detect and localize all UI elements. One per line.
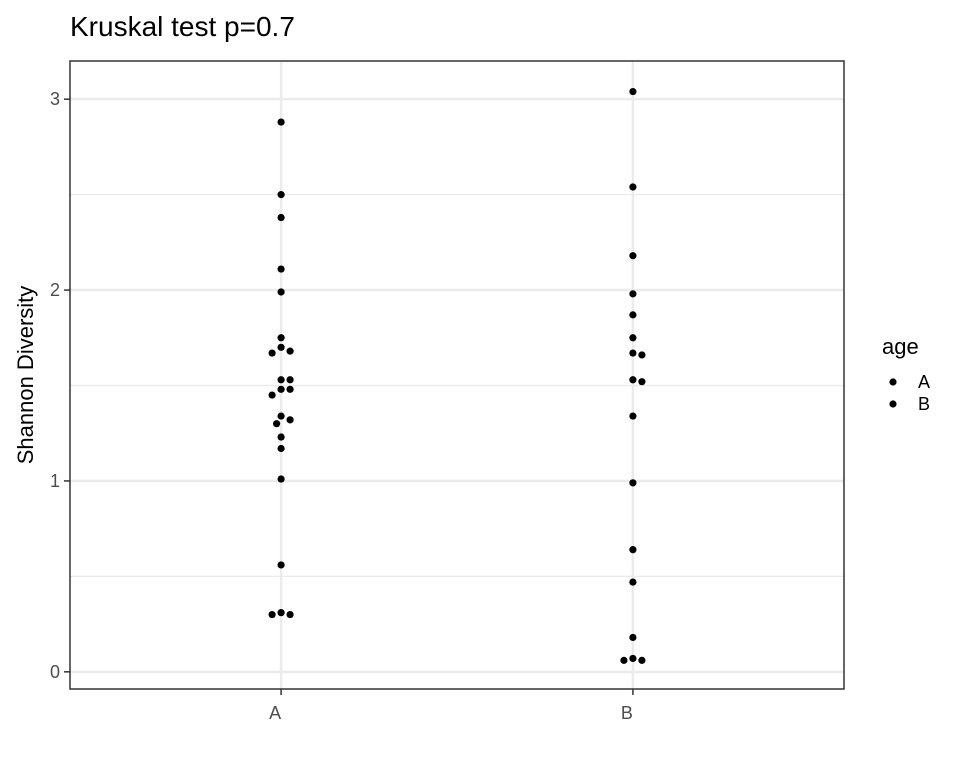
data-point: [629, 412, 637, 420]
y-tick-label: 3: [50, 89, 60, 109]
data-point: [629, 479, 637, 487]
data-point: [277, 213, 285, 222]
data-point: [286, 347, 294, 355]
y-tick-label: 1: [50, 471, 60, 491]
grid-lines: [70, 61, 844, 689]
legend-key-point: [889, 400, 897, 408]
data-point: [286, 385, 294, 393]
data-point: [629, 546, 637, 554]
data-point: [629, 183, 637, 191]
data-point: [277, 475, 285, 483]
data-point: [629, 252, 637, 260]
data-point: [277, 334, 285, 342]
chart-title: Kruskal test p=0.7: [70, 11, 295, 42]
data-point: [629, 349, 637, 357]
data-point: [268, 349, 276, 357]
data-point: [629, 334, 637, 342]
data-point: [629, 578, 637, 586]
data-point: [286, 416, 294, 424]
y-axis-label: Shannon Diversity: [13, 286, 38, 465]
data-point: [629, 311, 637, 319]
legend-entry-label: B: [918, 394, 930, 414]
legend-title: age: [882, 334, 919, 359]
data-point: [277, 376, 285, 384]
data-point: [277, 609, 285, 617]
plot-panel: [70, 61, 844, 689]
data-point: [277, 343, 285, 351]
data-point: [286, 610, 294, 619]
data-point: [268, 391, 276, 399]
data-point: [620, 656, 628, 664]
data-point: [629, 654, 637, 663]
data-point: [286, 376, 294, 384]
data-point: [629, 633, 637, 642]
data-point: [272, 420, 281, 428]
legend: age AB: [882, 334, 930, 414]
data-point: [277, 561, 285, 569]
data-point: [277, 191, 285, 199]
x-tick-label: B: [621, 703, 633, 723]
data-point: [629, 87, 637, 96]
x-tick-label: A: [269, 703, 281, 723]
data-point: [277, 288, 285, 296]
data-point: [277, 265, 285, 273]
y-tick-label: 2: [50, 280, 60, 300]
plot-panel-border: [69, 60, 845, 690]
data-point: [638, 378, 646, 386]
y-axis: 0 1 2 3: [50, 89, 70, 682]
data-point: [277, 385, 285, 393]
legend-key-point: [889, 378, 897, 386]
data-point: [638, 656, 646, 664]
y-tick-label: 0: [50, 662, 60, 682]
data-points: [268, 87, 646, 664]
legend-entry-label: A: [918, 372, 930, 392]
data-point: [629, 290, 637, 298]
data-point: [277, 412, 285, 420]
data-point: [277, 433, 285, 441]
data-point: [268, 610, 276, 619]
data-point: [629, 376, 637, 384]
data-point: [277, 444, 285, 453]
data-point: [638, 351, 646, 359]
data-point: [277, 118, 285, 126]
